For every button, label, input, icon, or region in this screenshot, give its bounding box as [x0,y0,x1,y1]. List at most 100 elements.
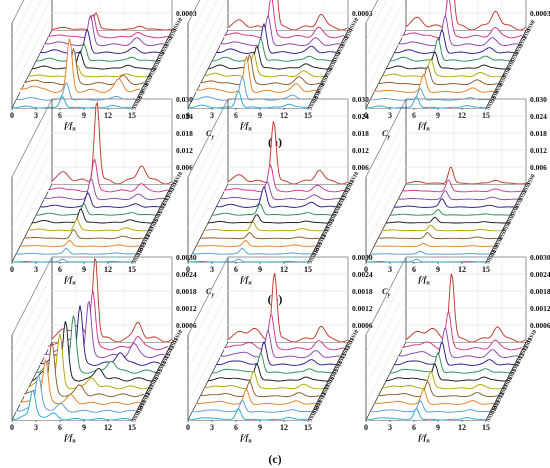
x-tick-label-15: 15 [304,423,312,432]
spectrum-fill-1 [406,167,526,184]
z-axis-label-subscript: y [387,293,391,299]
spectrum-line-sss3 [39,29,161,54]
spectrum-fill-2 [402,0,522,38]
x-axis-label-subscript: n [426,439,430,445]
spectrum-fill-6 [32,209,152,223]
z-axis-label-subscript: y [211,135,215,141]
x-tick-label-3: 3 [388,265,392,274]
z-tick-label: 0.018 [176,129,193,138]
series-label-sss8: SSS8 [494,236,505,250]
spectrum-line-sss10 [227,121,349,185]
left-wall-gridline [365,0,387,41]
spectrum-line-sss18 [196,239,316,247]
spectrum-fill-11 [12,96,132,108]
x-axis-label-subscript: n [248,127,252,133]
spectrum-fill-10 [192,77,312,101]
x-tick-label-9: 9 [82,111,86,120]
series-label-sss5: SSS5 [328,58,339,72]
z-tick-label: 0.0006 [176,321,197,330]
x-tick-label-0: 0 [186,265,190,274]
spectrum-line-sss110 [11,389,133,421]
z-tick-label: 0.0003 [176,9,197,18]
spectrum-fill-1 [52,12,172,30]
left-wall-gridline [187,0,209,41]
spectrum-line-sss11 [223,164,345,193]
x-tick-label-3: 3 [210,265,214,274]
spectrum-fill-8 [24,48,144,85]
x-tick-label-6: 6 [58,265,62,274]
spectrum-line-sss12 [219,181,340,201]
left-wall-gridline [11,149,53,229]
x-tick-label-12: 12 [458,423,466,432]
series-label-sss5: SSS5 [152,58,163,72]
series-label-sss4: SSS4 [510,205,521,219]
series-label-sss3: SSS3 [336,43,347,57]
spectrum-fill-7 [204,53,324,77]
spectrum-fill-7 [382,371,502,389]
series-label-sss2: SSS2 [518,189,529,203]
spectrum-fill-4 [216,342,336,366]
subplots-layer: SSS10SSS1SSS2SSS3SSS4SSS5SSS6SSS7SSS8SSS… [10,0,550,445]
left-wall-gridline [11,0,25,24]
left-wall-gridline [365,0,379,24]
left-wall-gridline [365,12,407,92]
z-tick-label: 0.0024 [176,270,197,279]
spectrum-line-sss8 [196,55,316,93]
x-tick-label-0: 0 [186,111,190,120]
z-axis-label-subscript: y [211,293,215,299]
x-tick-label-6: 6 [234,265,238,274]
series-label-sss10: SSS10 [308,95,321,111]
spectrum-line-sss110 [11,258,133,263]
series-label-sss3: SSS3 [160,43,171,57]
spectrum-fill-6 [208,214,328,223]
spectrum-line-sss19 [15,247,137,255]
x-tick-label-9: 9 [436,111,440,120]
series-label-sss7: SSS7 [144,74,155,88]
spectrum-fill-2 [48,14,168,38]
x-axis-label: f/fn [418,274,430,287]
spectrum-line-sss0 [405,0,527,31]
panel-label-c: (c) [268,452,281,466]
spectrum-line-sss10 [227,0,349,31]
spectrum-line-sss11 [401,309,523,351]
spectrum-fill-1 [228,121,348,184]
spectrum-line-sss16 [381,370,503,390]
spectrum-fill-1 [406,273,526,342]
series-label-sss2: SSS2 [518,35,529,49]
left-wall-gridline [11,166,53,246]
x-tick-label-3: 3 [34,423,38,432]
spectrum-line-sss17 [23,229,144,240]
z-tick-label: 0.0006 [352,0,373,1]
x-tick-label-15: 15 [304,111,312,120]
spectrum-fill-5 [212,353,332,374]
series-label-sss9: SSS9 [490,90,501,104]
spectrum-fill-5 [390,353,510,374]
spectrum-fill-6 [386,52,506,69]
spectrum-fill-5 [36,44,156,62]
x-tick-label-6: 6 [234,111,238,120]
x-tick-label-3: 3 [210,423,214,432]
left-wall-gridline [187,12,229,92]
z-tick-label: 0.012 [352,146,369,155]
x-axis-label-subscript: n [72,127,76,133]
left-wall-gridline [11,307,53,387]
left-wall-gridline [11,98,53,178]
spectrum-line-sss15 [208,214,328,224]
spectrum-line-sss8 [19,38,140,93]
spectrum-fill-4 [216,186,336,208]
spectrum-line-sss14 [36,203,157,216]
spectrum-fill-5 [36,315,156,374]
x-axis-label: f/fn [418,432,430,445]
spectrum-fill-1 [228,0,348,30]
spectrum-line-sss15 [385,363,506,382]
spectrum-line-sss15 [31,208,152,224]
x-tick-label-15: 15 [482,265,490,274]
left-wall-gridline [11,0,33,41]
spectrum-fill-3 [220,330,340,358]
z-tick-label: 0.018 [530,129,547,138]
left-wall-gridline [187,166,229,246]
spectrum-fill-5 [212,203,332,216]
spectrum-line-sss8 [374,242,494,247]
series-label-sss4: SSS4 [156,51,167,65]
